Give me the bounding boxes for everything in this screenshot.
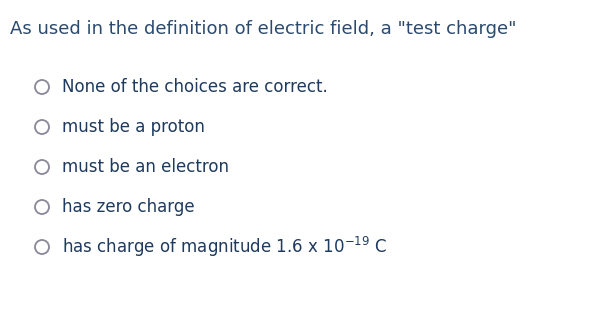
Text: has zero charge: has zero charge [62, 198, 195, 216]
Text: must be a proton: must be a proton [62, 118, 205, 136]
Text: As used in the definition of electric field, a "test charge": As used in the definition of electric fi… [10, 20, 516, 38]
Text: must be an electron: must be an electron [62, 158, 229, 176]
Text: has charge of magnitude 1.6 x 10$^{-19}$ C: has charge of magnitude 1.6 x 10$^{-19}$… [62, 235, 387, 259]
Text: None of the choices are correct.: None of the choices are correct. [62, 78, 328, 96]
